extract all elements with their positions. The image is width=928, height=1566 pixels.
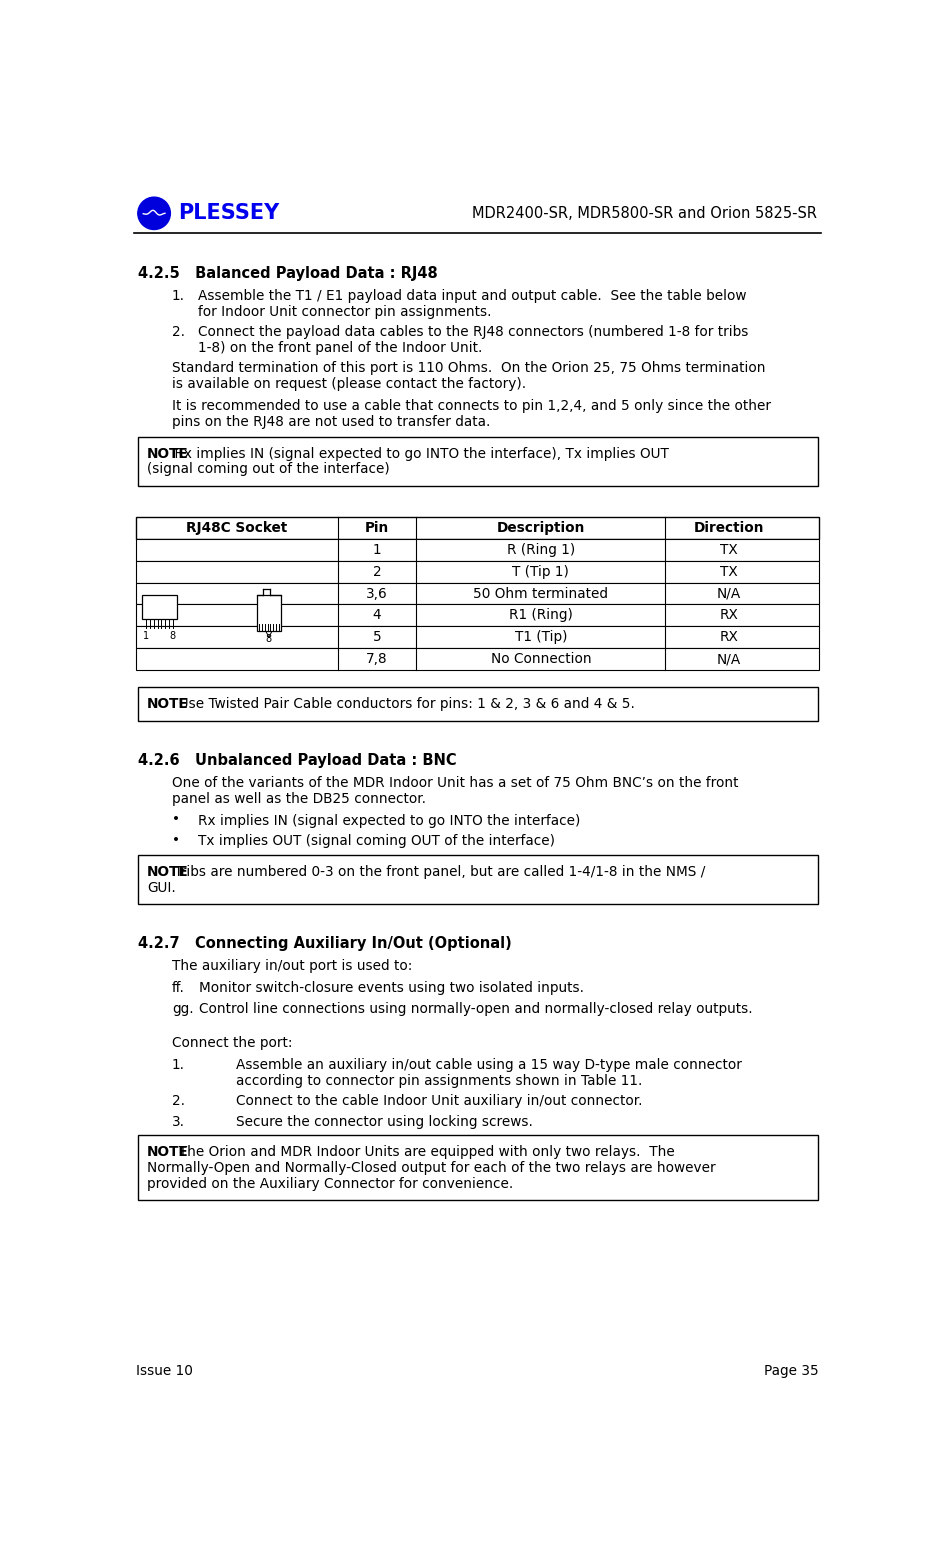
Text: Standard termination of this port is 110 Ohms.  On the Orion 25, 75 Ohms termina: Standard termination of this port is 110… [172, 362, 765, 376]
Text: (signal coming out of the interface): (signal coming out of the interface) [147, 462, 390, 476]
Text: NOTE: NOTE [147, 697, 188, 711]
Text: The auxiliary in/out port is used to:: The auxiliary in/out port is used to: [172, 960, 412, 974]
Text: •: • [172, 833, 180, 847]
Text: for Indoor Unit connector pin assignments.: for Indoor Unit connector pin assignment… [198, 304, 491, 318]
Text: 1: 1 [372, 543, 380, 556]
Text: 2.: 2. [172, 326, 185, 338]
Text: Monitor switch-closure events using two isolated inputs.: Monitor switch-closure events using two … [199, 982, 584, 996]
Bar [137, 855, 817, 904]
Bar [142, 595, 176, 619]
Text: Connect to the cable Indoor Unit auxiliary in/out connector.: Connect to the cable Indoor Unit auxilia… [236, 1095, 642, 1109]
Text: GUI.: GUI. [147, 880, 175, 894]
Text: gg.: gg. [172, 1002, 193, 1016]
Text: R (Ring 1): R (Ring 1) [506, 543, 574, 556]
Bar [136, 583, 818, 604]
Text: Assemble the T1 / E1 payload data input and output cable.  See the table below: Assemble the T1 / E1 payload data input … [198, 288, 745, 302]
Text: Rx implies IN (signal expected to go INTO the interface): Rx implies IN (signal expected to go INT… [198, 814, 579, 828]
Text: PLESSEY: PLESSEY [178, 204, 279, 224]
Text: according to connector pin assignments shown in Table 11.: according to connector pin assignments s… [236, 1074, 642, 1088]
Text: 1-8) on the front panel of the Indoor Unit.: 1-8) on the front panel of the Indoor Un… [198, 341, 482, 355]
Text: Secure the connector using locking screws.: Secure the connector using locking screw… [236, 1115, 533, 1129]
Text: 1.: 1. [172, 288, 185, 302]
Text: provided on the Auxiliary Connector for convenience.: provided on the Auxiliary Connector for … [147, 1176, 513, 1190]
Text: Control line connections using normally-open and normally-closed relay outputs.: Control line connections using normally-… [199, 1002, 752, 1016]
Text: Normally-Open and Normally-Closed output for each of the two relays are however: Normally-Open and Normally-Closed output… [147, 1160, 715, 1174]
Text: 3,6: 3,6 [366, 587, 387, 600]
Text: 8: 8 [265, 634, 272, 644]
Circle shape [137, 197, 170, 230]
Text: pins on the RJ48 are not used to transfer data.: pins on the RJ48 are not used to transfe… [172, 415, 490, 429]
Text: 4: 4 [372, 609, 380, 622]
Text: 5: 5 [372, 631, 380, 644]
Text: TX: TX [719, 565, 737, 578]
Text: MDR2400-SR, MDR5800-SR and Orion 5825-SR: MDR2400-SR, MDR5800-SR and Orion 5825-SR [472, 205, 817, 221]
Bar [136, 648, 818, 670]
Text: The Orion and MDR Indoor Units are equipped with only two relays.  The: The Orion and MDR Indoor Units are equip… [170, 1145, 674, 1159]
Text: Tribs are numbered 0-3 on the front panel, but are called 1-4/1-8 in the NMS /: Tribs are numbered 0-3 on the front pane… [170, 864, 704, 879]
Text: RX: RX [718, 609, 737, 622]
Bar [136, 517, 818, 539]
Text: TX: TX [719, 543, 737, 556]
Text: It is recommended to use a cable that connects to pin 1,2,4, and 5 only since th: It is recommended to use a cable that co… [172, 399, 770, 413]
Text: Page 35: Page 35 [764, 1364, 818, 1378]
Text: Use Twisted Pair Cable conductors for pins: 1 & 2, 3 & 6 and 4 & 5.: Use Twisted Pair Cable conductors for pi… [170, 697, 634, 711]
Text: Assemble an auxiliary in/out cable using a 15 way D-type male connector: Assemble an auxiliary in/out cable using… [236, 1059, 741, 1073]
Text: panel as well as the DB25 connector.: panel as well as the DB25 connector. [172, 792, 425, 806]
Text: N/A: N/A [715, 653, 740, 667]
Text: Tx implies OUT (signal coming OUT of the interface): Tx implies OUT (signal coming OUT of the… [198, 835, 554, 849]
Bar [137, 1135, 817, 1200]
Bar [137, 687, 817, 720]
Text: NOTE: NOTE [147, 864, 188, 879]
Text: 8: 8 [170, 631, 175, 640]
Text: Connect the payload data cables to the RJ48 connectors (numbered 1-8 for tribs: Connect the payload data cables to the R… [198, 326, 747, 338]
Text: No Connection: No Connection [490, 653, 590, 667]
Text: 1: 1 [143, 631, 149, 640]
Text: Description: Description [496, 520, 585, 534]
Text: ff.: ff. [172, 982, 185, 996]
Text: 4.2.6   Unbalanced Payload Data : BNC: 4.2.6 Unbalanced Payload Data : BNC [137, 753, 456, 767]
Text: Pin: Pin [365, 520, 389, 534]
Text: RJ48C Socket: RJ48C Socket [187, 520, 288, 534]
Text: 4.2.7   Connecting Auxiliary In/Out (Optional): 4.2.7 Connecting Auxiliary In/Out (Optio… [137, 936, 511, 952]
Text: NOTE: NOTE [147, 1145, 188, 1159]
Text: R1 (Ring): R1 (Ring) [509, 609, 573, 622]
Text: T1 (Tip): T1 (Tip) [514, 631, 566, 644]
Bar [136, 604, 818, 626]
Text: 2: 2 [372, 565, 380, 578]
Text: 3.: 3. [172, 1115, 185, 1129]
Text: Rx implies IN (signal expected to go INTO the interface), Tx implies OUT: Rx implies IN (signal expected to go INT… [170, 446, 668, 460]
Text: 2.: 2. [172, 1095, 185, 1109]
Text: NOTE: NOTE [147, 446, 188, 460]
Text: 50 Ohm terminated: 50 Ohm terminated [472, 587, 608, 600]
Text: Issue 10: Issue 10 [136, 1364, 193, 1378]
Text: is available on request (please contact the factory).: is available on request (please contact … [172, 377, 525, 392]
Bar [137, 437, 817, 485]
Bar [256, 595, 281, 631]
Text: Connect the port:: Connect the port: [172, 1037, 292, 1051]
Text: 1.: 1. [172, 1059, 185, 1073]
Bar [136, 539, 818, 561]
Text: 7,8: 7,8 [366, 653, 387, 667]
Text: T (Tip 1): T (Tip 1) [512, 565, 569, 578]
Text: N/A: N/A [715, 587, 740, 600]
Bar [136, 626, 818, 648]
Text: 4.2.5   Balanced Payload Data : RJ48: 4.2.5 Balanced Payload Data : RJ48 [137, 266, 437, 280]
Text: Direction: Direction [692, 520, 763, 534]
Text: One of the variants of the MDR Indoor Unit has a set of 75 Ohm BNC’s on the fron: One of the variants of the MDR Indoor Un… [172, 777, 738, 791]
Text: •: • [172, 813, 180, 827]
Text: RX: RX [718, 631, 737, 644]
Bar [136, 561, 818, 583]
